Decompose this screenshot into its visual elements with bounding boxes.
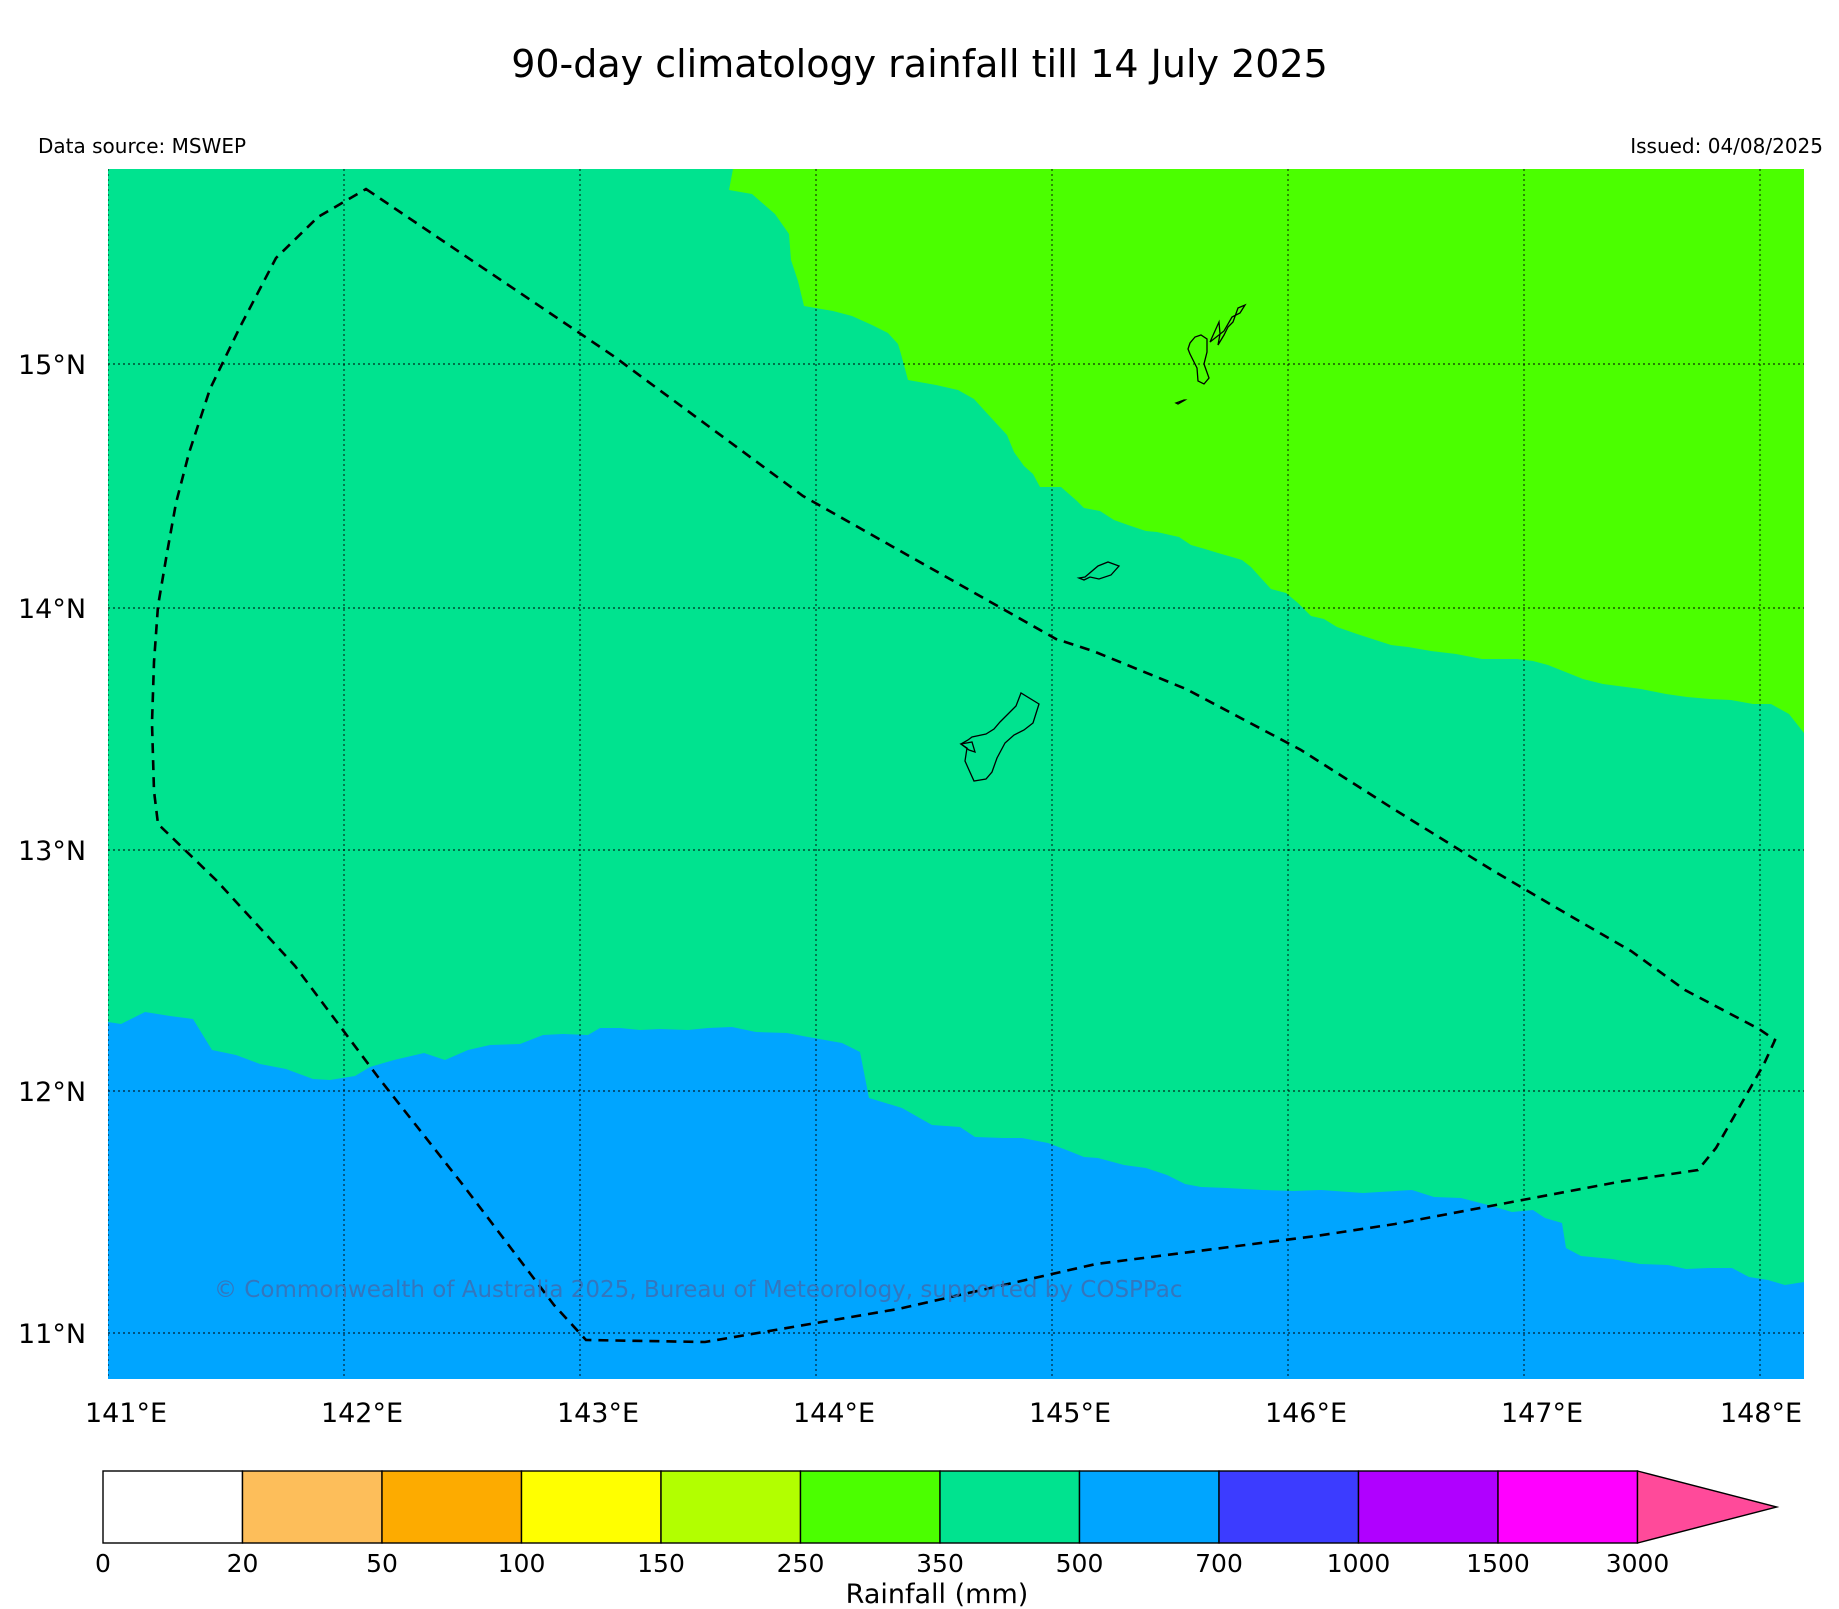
longitude-labels: 141°E 142°E 143°E 144°E 145°E 146°E 147°…	[85, 1398, 1802, 1429]
lon-label: 141°E	[85, 1398, 167, 1429]
lon-label: 144°E	[793, 1398, 875, 1429]
lat-label: 11°N	[18, 1319, 86, 1350]
lat-label: 13°N	[18, 836, 86, 867]
legend-color-box	[939, 1470, 1081, 1544]
lon-label: 146°E	[1265, 1398, 1347, 1429]
legend-tick-label: 1000	[1327, 1549, 1391, 1578]
lat-label: 15°N	[18, 350, 86, 381]
lat-label: 14°N	[18, 594, 86, 625]
island-tinian	[1187, 334, 1210, 385]
lon-label: 147°E	[1501, 1398, 1583, 1429]
island-aguijan	[1174, 399, 1188, 405]
legend-tick-label: 250	[777, 1549, 825, 1578]
legend-color-box	[1218, 1470, 1360, 1544]
eez-boundary	[150, 187, 1777, 1344]
data-source-label: Data source: MSWEP	[38, 134, 247, 158]
island-guam	[959, 692, 1040, 782]
map-area: © Commonwealth of Australia 2025, Bureau…	[108, 169, 1804, 1379]
legend-tick-label: 350	[916, 1549, 964, 1578]
rainfall-band-500-700	[108, 1012, 1804, 1379]
graticule-lines	[108, 169, 1804, 1379]
lon-label: 143°E	[557, 1398, 639, 1429]
legend-color-box	[1497, 1470, 1639, 1544]
copyright-notice: © Commonwealth of Australia 2025, Bureau…	[214, 1277, 1183, 1303]
legend-tick-label: 3000	[1606, 1549, 1670, 1578]
legend-tick-label: 0	[95, 1549, 111, 1578]
lon-label: 145°E	[1029, 1398, 1111, 1429]
legend-tick-labels: 0 20 50 100 150 250 350 500 700 1000 1500 3000	[95, 1549, 1669, 1578]
legend-color-boxes	[102, 1470, 1780, 1544]
legend-tick-label: 50	[366, 1549, 398, 1578]
map-title: 90-day climatology rainfall till 14 July…	[511, 42, 1328, 86]
legend-tick-label: 1500	[1466, 1549, 1530, 1578]
island-saipan	[1209, 303, 1247, 346]
legend-title: Rainfall (mm)	[846, 1579, 1029, 1609]
island-outlines	[959, 303, 1247, 782]
legend-tick-label: 20	[227, 1549, 259, 1578]
rainfall-legend: 0 20 50 100 150 250 350 500 700 1000 1500 3000 Rain…	[95, 1470, 1780, 1609]
island-guam-islet	[959, 741, 976, 754]
island-rota	[1076, 561, 1121, 581]
issued-date-label: Issued: 04/08/2025	[1630, 134, 1823, 158]
legend-tick-label: 700	[1195, 1549, 1243, 1578]
legend-tick-label: 150	[637, 1549, 685, 1578]
legend-tick-label: 500	[1056, 1549, 1104, 1578]
legend-color-box	[102, 1470, 244, 1544]
legend-color-box	[1357, 1470, 1499, 1544]
latitude-labels: 15°N 14°N 13°N 12°N 11°N	[18, 350, 86, 1350]
lat-label: 12°N	[18, 1077, 86, 1108]
legend-tick-label: 100	[498, 1549, 546, 1578]
legend-color-box	[799, 1470, 941, 1544]
lon-label: 142°E	[321, 1398, 403, 1429]
legend-overflow-arrow	[1636, 1470, 1780, 1544]
lon-label: 148°E	[1720, 1398, 1802, 1429]
legend-color-box	[660, 1470, 802, 1544]
legend-color-box	[520, 1470, 662, 1544]
rainfall-band-250-350	[729, 169, 1804, 733]
legend-color-box	[381, 1470, 523, 1544]
legend-color-box	[1078, 1470, 1220, 1544]
legend-color-box	[241, 1470, 383, 1544]
